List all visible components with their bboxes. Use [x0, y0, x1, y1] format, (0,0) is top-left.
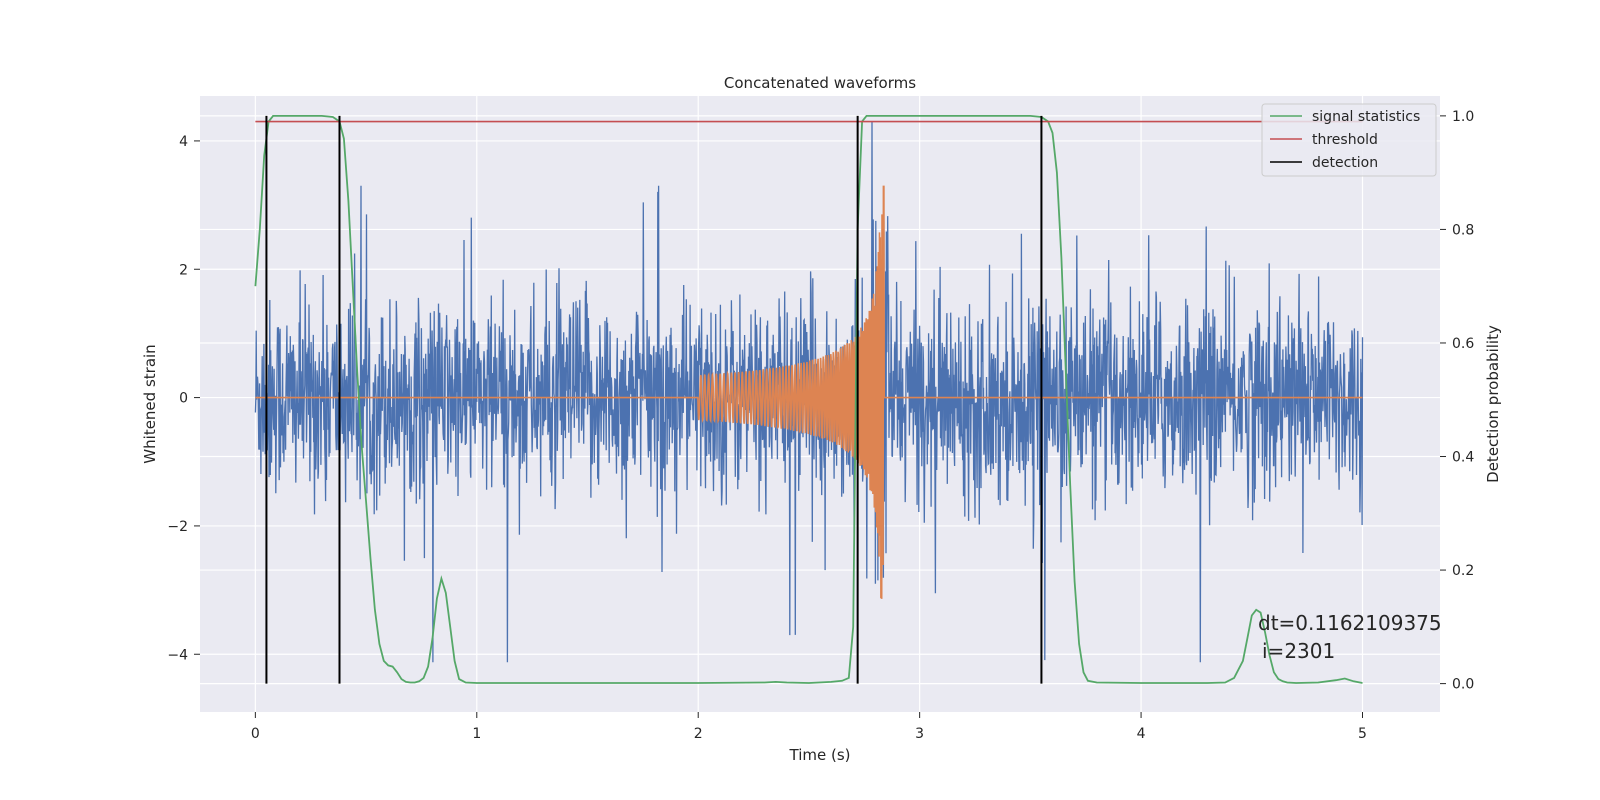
axes: 0 1 2 3 4 5 −4 −2 0 2 4 0.0 0.2 0.4 0.6 0.8 1.0 — [167, 109, 1474, 742]
y-axis-label: Whitened strain — [141, 344, 159, 463]
y-right-tick-label: 0.8 — [1452, 222, 1474, 238]
x-axis-label: Time (s) — [789, 746, 851, 764]
grid — [200, 96, 1440, 712]
legend-box — [1261, 103, 1437, 177]
x-tick-label: 2 — [694, 726, 703, 742]
x-tick-label: 5 — [1358, 726, 1367, 742]
y-right-tick-label: 0.4 — [1452, 450, 1474, 466]
x-tick-label: 4 — [1137, 726, 1146, 742]
chirp-series-line — [255, 185, 1363, 599]
chart-title: Concatenated waveforms — [724, 74, 916, 92]
y-tick-label: 4 — [179, 134, 188, 150]
legend-label-signal-statistics: signal statistics — [1312, 109, 1420, 125]
legend-label-threshold: threshold — [1312, 132, 1378, 148]
y-axis-right-label: Detection probability — [1484, 325, 1502, 483]
annotation-dt: dt=0.1162109375 — [1258, 611, 1442, 635]
x-tick-label: 0 — [251, 726, 260, 742]
x-tick-label: 1 — [472, 726, 481, 742]
x-tick-label: 3 — [915, 726, 924, 742]
y-tick-label: −4 — [167, 647, 188, 663]
signal-statistics-line — [254, 115, 1363, 684]
y-tick-label: −2 — [167, 519, 188, 535]
legend: signal statistics threshold detection — [1261, 103, 1437, 177]
y-tick-label: 2 — [179, 262, 188, 278]
data-layer — [254, 115, 1364, 684]
y-right-tick-label: 1.0 — [1452, 109, 1474, 125]
y-right-tick-label: 0.6 — [1452, 336, 1474, 352]
y-right-tick-label: 0.0 — [1452, 677, 1474, 693]
annotation-index: i=2301 — [1262, 639, 1335, 663]
legend-label-detection: detection — [1312, 155, 1378, 171]
y-right-tick-label: 0.2 — [1452, 563, 1474, 579]
y-tick-label: 0 — [179, 391, 188, 407]
